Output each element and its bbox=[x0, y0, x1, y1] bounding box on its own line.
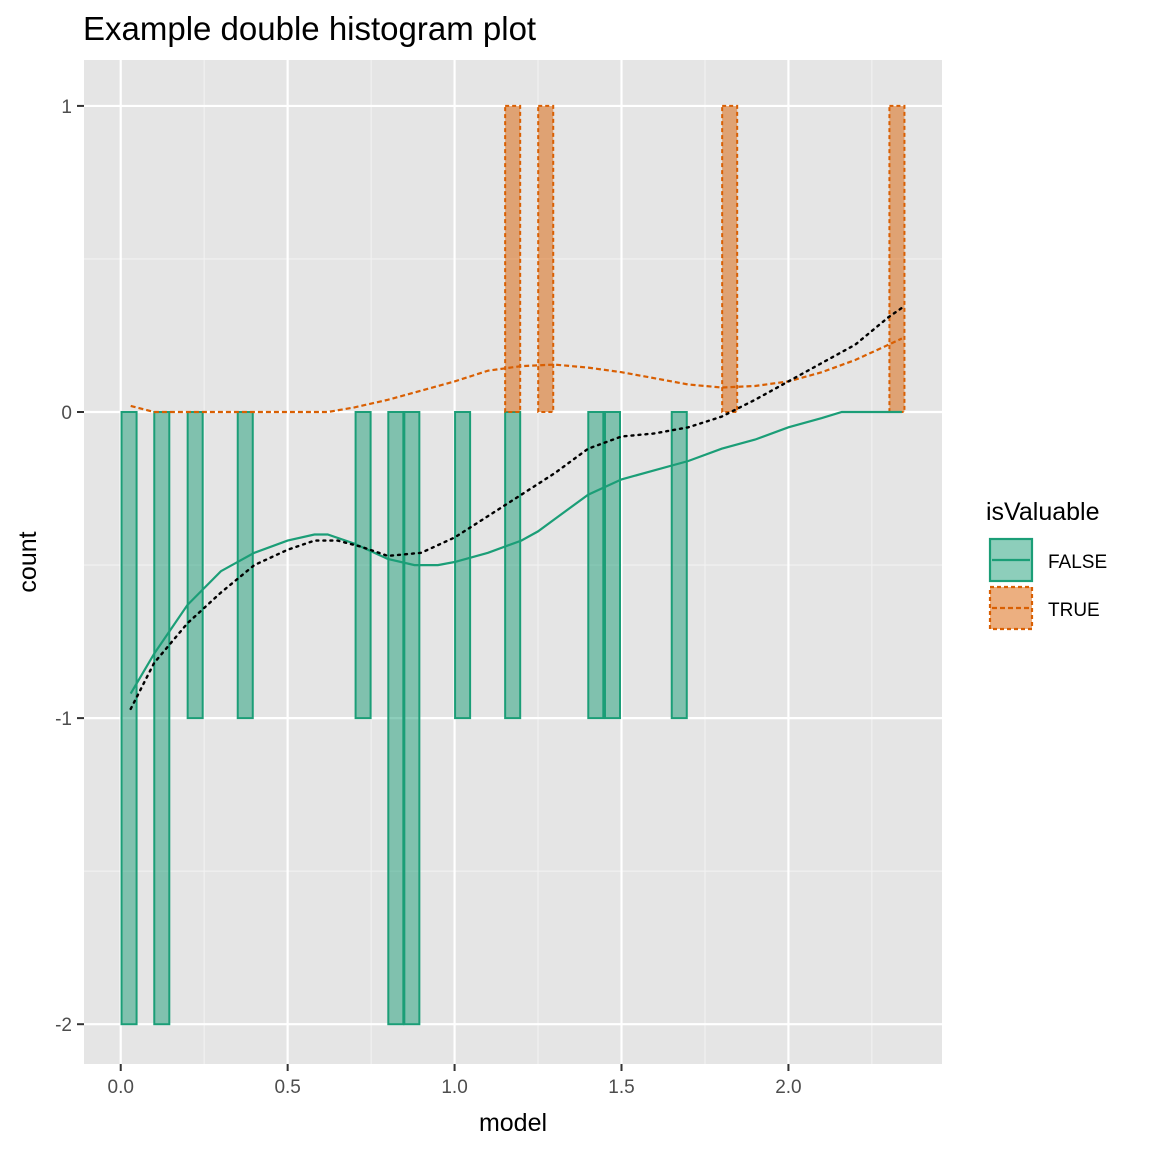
y-tick-label: -2 bbox=[55, 1015, 72, 1036]
bar-false bbox=[120, 411, 138, 1026]
bar-false bbox=[387, 411, 405, 1026]
bar-false bbox=[236, 411, 254, 720]
difference-curve bbox=[129, 306, 904, 711]
x-tick-label: 0.5 bbox=[274, 1077, 300, 1098]
density-curve-false bbox=[129, 410, 902, 695]
legend-label-true: TRUE bbox=[1048, 600, 1100, 621]
bar-true bbox=[721, 104, 739, 414]
bar-false bbox=[670, 411, 688, 720]
legend-item-true: TRUE bbox=[988, 585, 1100, 631]
bar-false bbox=[153, 411, 171, 1026]
bar-true bbox=[888, 104, 906, 414]
x-axis-title: model bbox=[479, 1109, 547, 1137]
x-tick-label: 2.0 bbox=[775, 1077, 801, 1098]
bar-false bbox=[587, 411, 605, 720]
bar-false bbox=[186, 411, 204, 720]
y-tick-label: 0 bbox=[61, 403, 72, 424]
bar-false bbox=[403, 411, 421, 1026]
x-tick-label: 0.0 bbox=[108, 1077, 134, 1098]
bar-true bbox=[504, 104, 522, 414]
bar-false bbox=[454, 411, 472, 720]
legend: isValuable FALSE TRUE bbox=[986, 498, 1107, 631]
x-tick-label: 1.5 bbox=[608, 1077, 634, 1098]
y-tick-label: -1 bbox=[55, 709, 72, 730]
bar-false bbox=[603, 411, 621, 720]
legend-title: isValuable bbox=[986, 498, 1100, 526]
legend-item-false: FALSE bbox=[988, 537, 1107, 583]
y-tick-label: 1 bbox=[61, 97, 72, 118]
bar-false bbox=[504, 411, 522, 720]
density-curves bbox=[129, 306, 904, 711]
bar-true bbox=[537, 104, 555, 414]
x-tick-label: 1.0 bbox=[441, 1077, 467, 1098]
chart-title: Example double histogram plot bbox=[83, 10, 536, 47]
axes: 0.0 0.5 1.0 1.5 2.0 -2 -1 0 1 bbox=[55, 97, 802, 1098]
legend-label-false: FALSE bbox=[1048, 552, 1107, 573]
y-axis-title: count bbox=[14, 531, 42, 592]
bar-false bbox=[354, 411, 372, 720]
